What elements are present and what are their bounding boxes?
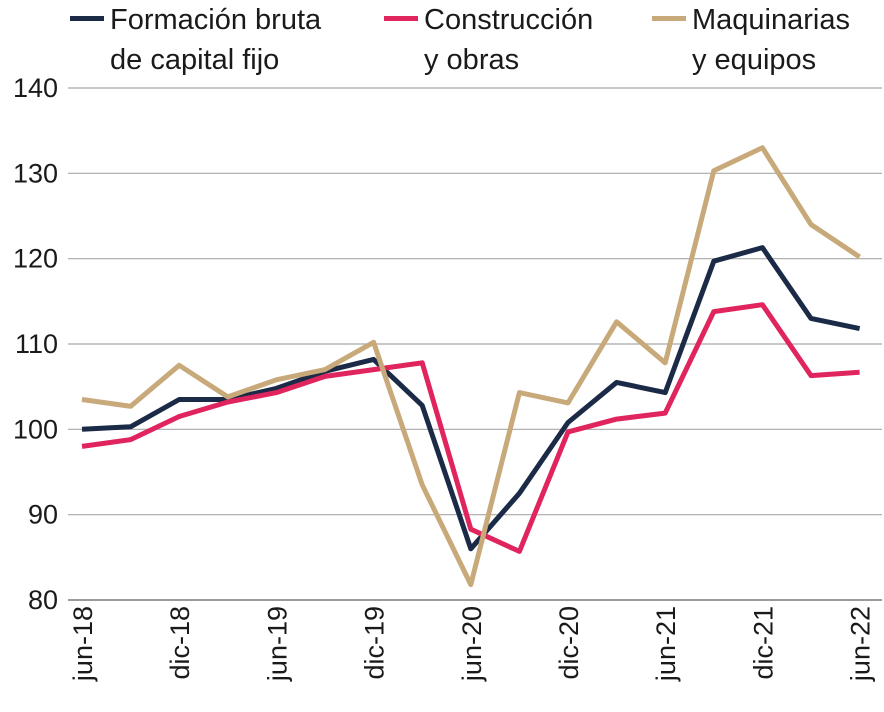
- legend-item-maquinarias: Maquinarias y equipos: [652, 0, 850, 80]
- y-tick-label: 130: [13, 158, 58, 188]
- x-tick-label: jun-22: [846, 606, 876, 682]
- y-tick-label: 90: [28, 500, 58, 530]
- y-tick-label: 100: [13, 414, 58, 444]
- x-tick-label: dic-18: [165, 606, 195, 680]
- legend-swatch-maquinarias: [652, 16, 686, 21]
- legend-item-formacion: Formación bruta de capital fijo: [70, 0, 321, 80]
- legend-label-maquinarias: Maquinarias y equipos: [692, 4, 850, 76]
- legend-label-construccion: Construcción y obras: [424, 4, 594, 76]
- series-line-formacion: [81, 245, 861, 552]
- series-line-maquinarias: [81, 145, 861, 588]
- x-tick-label: jun-19: [262, 606, 292, 682]
- x-tick-label: dic-20: [554, 606, 584, 680]
- y-tick-label: 80: [28, 585, 58, 615]
- legend-label-formacion: Formación bruta de capital fijo: [110, 4, 322, 76]
- legend-item-construccion: Construcción y obras: [384, 0, 593, 80]
- x-tick-label: dic-21: [748, 606, 778, 680]
- y-tick-label: 110: [15, 329, 58, 359]
- series-line-construccion: [81, 302, 860, 554]
- x-tick-label: dic-19: [360, 606, 390, 680]
- x-tick-label: jun-18: [68, 606, 98, 682]
- legend-swatch-formacion: [70, 16, 104, 21]
- x-tick-label: jun-21: [651, 606, 681, 682]
- x-tick-label: jun-20: [457, 606, 487, 682]
- y-tick-label: 120: [13, 244, 58, 274]
- y-tick-label: 140: [13, 73, 58, 103]
- legend-swatch-construccion: [384, 16, 418, 21]
